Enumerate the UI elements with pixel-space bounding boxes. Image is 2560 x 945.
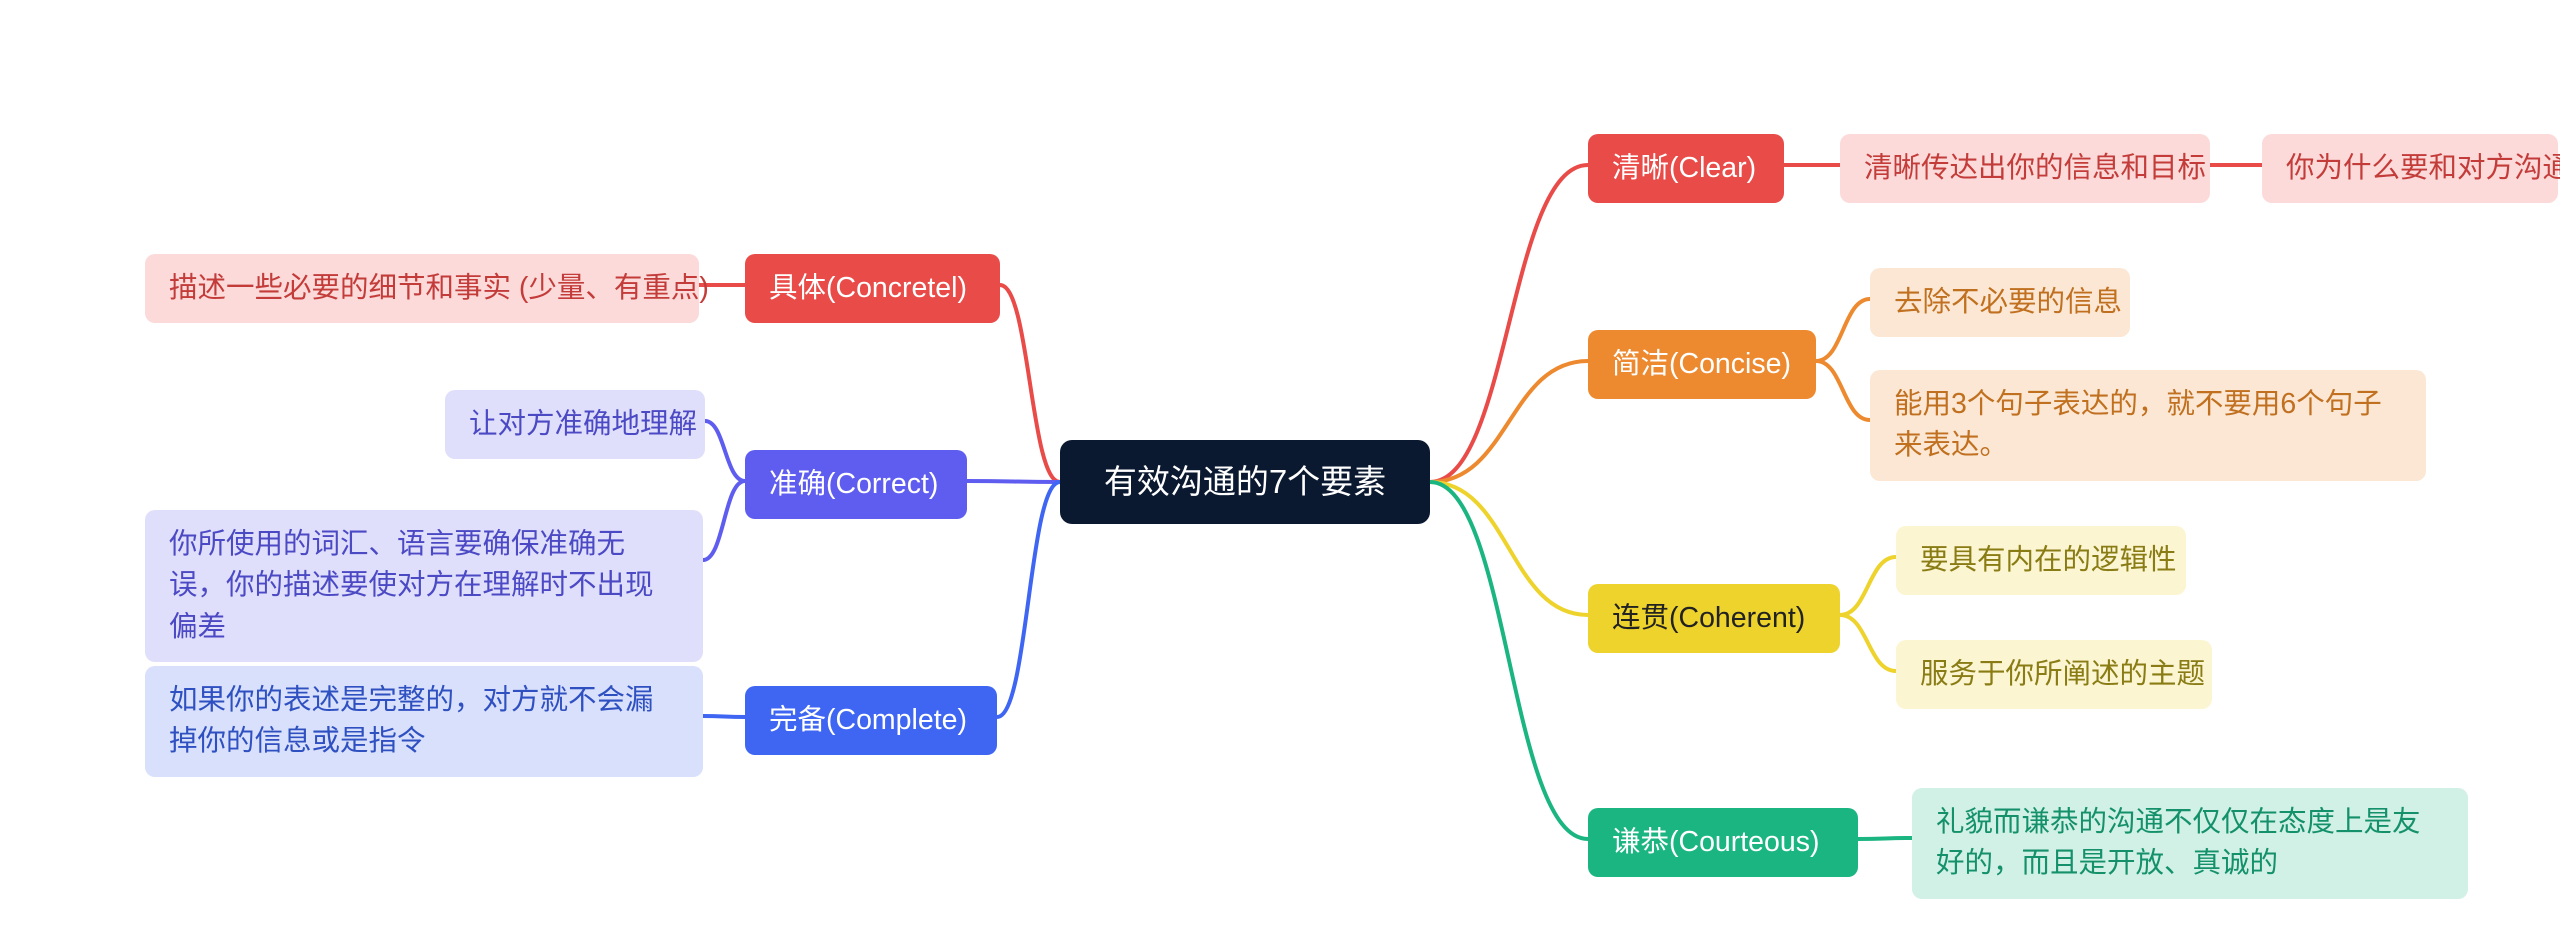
leaf-concrete-0: 描述一些必要的细节和事实 (少量、有重点) xyxy=(145,254,699,323)
center-node: 有效沟通的7个要素 xyxy=(1060,440,1430,524)
leaf-courteous-0: 礼貌而谦恭的沟通不仅仅在态度上是友好的，而且是开放、真诚的 xyxy=(1912,788,2468,899)
leaf-coherent-0: 要具有内在的逻辑性 xyxy=(1896,526,2186,595)
branch-clear: 清晰(Clear) xyxy=(1588,134,1784,203)
branch-courteous: 谦恭(Courteous) xyxy=(1588,808,1858,877)
leaf-correct-0: 让对方准确地理解 xyxy=(445,390,705,459)
leaf-concise-1: 能用3个句子表达的，就不要用6个句子来表达。 xyxy=(1870,370,2426,481)
leaf-complete-0: 如果你的表述是完整的，对方就不会漏掉你的信息或是指令 xyxy=(145,666,703,777)
leaf-clear-0-0: 你为什么要和对方沟通 xyxy=(2262,134,2558,203)
branch-concrete: 具体(Concretel) xyxy=(745,254,1000,323)
mindmap-canvas: 有效沟通的7个要素 具体(Concretel) 描述一些必要的细节和事实 (少量、… xyxy=(0,0,2560,945)
leaf-clear-0: 清晰传达出你的信息和目标 xyxy=(1840,134,2210,203)
branch-correct: 准确(Correct) xyxy=(745,450,967,519)
leaf-correct-1: 你所使用的词汇、语言要确保准确无误，你的描述要使对方在理解时不出现偏差 xyxy=(145,510,703,662)
branch-complete: 完备(Complete) xyxy=(745,686,997,755)
branch-coherent: 连贯(Coherent) xyxy=(1588,584,1840,653)
leaf-coherent-1: 服务于你所阐述的主题 xyxy=(1896,640,2212,709)
leaf-concise-0: 去除不必要的信息 xyxy=(1870,268,2130,337)
branch-concise: 简洁(Concise) xyxy=(1588,330,1816,399)
